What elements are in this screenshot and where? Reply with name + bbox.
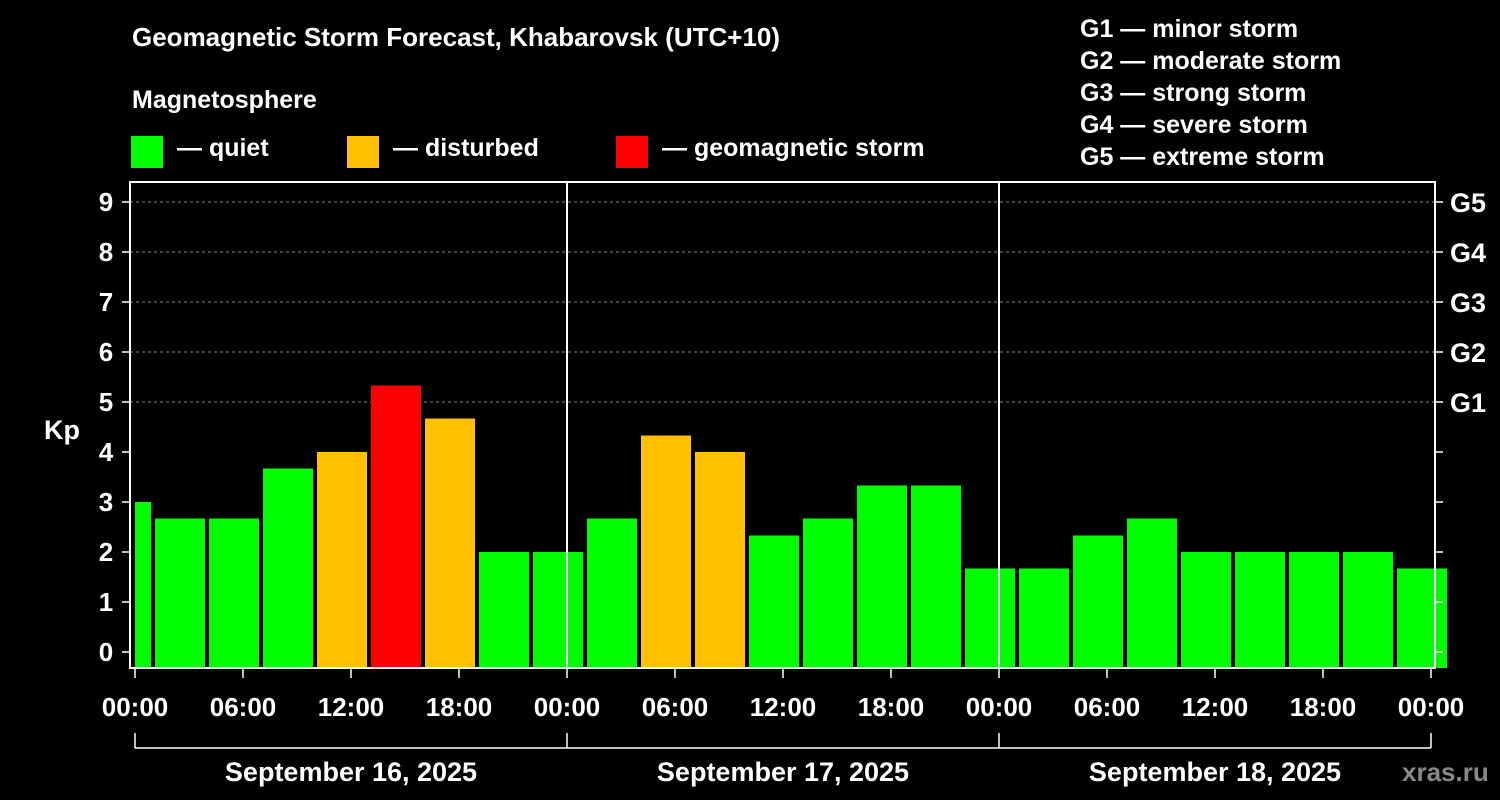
bar-10 [641,435,691,668]
g-scale-label-g5: G5 [1450,188,1486,218]
x-tick-label-8: 00:00 [966,692,1033,722]
bar-3 [263,468,313,668]
bar-2 [209,518,259,668]
bar-6 [425,418,475,668]
x-tick-label-2: 12:00 [318,692,385,722]
x-tick-label-10: 12:00 [1182,692,1249,722]
storm-scale-g4: G4 — severe storm [1080,111,1308,139]
x-tick-label-4: 00:00 [534,692,601,722]
magnetosphere-label: Magnetosphere [132,86,317,114]
g-scale-label-g2: G2 [1450,338,1486,368]
x-tick-label-0: 00:00 [102,692,169,722]
x-tick-label-3: 18:00 [426,692,493,722]
bar-1 [155,518,205,668]
storm-scale-g5: G5 — extreme storm [1080,143,1325,171]
day-label-2: September 18, 2025 [1089,757,1341,787]
bar-11 [695,452,745,668]
legend-label-quiet: — quiet [177,134,269,162]
y-tick-label-2: 2 [99,537,113,567]
y-axis-label: Kp [44,415,80,445]
y-tick-label-5: 5 [99,387,113,417]
bar-13 [803,518,853,668]
storm-scale-g1: G1 — minor storm [1080,15,1299,43]
legend-label-storm: — geomagnetic storm [662,134,925,162]
x-tick-label-11: 18:00 [1290,692,1357,722]
y-tick-label-4: 4 [99,437,114,467]
x-tick-label-7: 18:00 [858,692,925,722]
day-label-1: September 17, 2025 [657,757,909,787]
bar-23 [1343,552,1393,668]
x-tick-label-9: 06:00 [1074,692,1141,722]
bar-5 [371,385,421,668]
bar-7 [479,552,529,668]
x-tick-label-5: 06:00 [642,692,709,722]
bar-14 [857,485,907,668]
bar-0 [135,502,151,668]
y-tick-label-3: 3 [99,487,113,517]
g-scale-label-g4: G4 [1450,238,1486,268]
x-tick-label-6: 12:00 [750,692,817,722]
bar-17 [1019,568,1069,668]
bar-8 [533,552,583,668]
y-tick-label-6: 6 [99,337,113,367]
bar-20 [1181,552,1231,668]
bar-12 [749,535,799,668]
y-tick-label-1: 1 [99,587,113,617]
y-tick-label-9: 9 [99,187,113,217]
bar-4 [317,452,367,668]
bar-19 [1127,518,1177,668]
legend-swatch-disturbed [347,136,379,168]
bar-21 [1235,552,1285,668]
x-tick-label-1: 06:00 [210,692,277,722]
legend-label-disturbed: — disturbed [393,134,539,162]
watermark: xras.ru [1402,757,1489,787]
x-tick-label-12: 00:00 [1398,692,1465,722]
storm-scale-legend: G1 — minor storm G2 — moderate storm G3 … [1080,14,1341,174]
bar-9 [587,518,637,668]
legend-swatch-quiet [131,136,163,168]
bar-24 [1397,568,1447,668]
bar-16 [965,568,1015,668]
g-scale-label-g3: G3 [1450,288,1486,318]
bar-18 [1073,535,1123,668]
chart-title: Geomagnetic Storm Forecast, Khabarovsk (… [132,22,781,52]
g-scale-label-g1: G1 [1450,388,1486,418]
day-label-0: September 16, 2025 [225,757,477,787]
y-tick-label-0: 0 [99,637,113,667]
y-tick-label-7: 7 [99,287,113,317]
legend-swatch-storm [616,136,648,168]
y-tick-label-8: 8 [99,237,113,267]
storm-scale-g3: G3 — strong storm [1080,79,1307,107]
storm-scale-g2: G2 — moderate storm [1080,47,1342,75]
bar-22 [1289,552,1339,668]
bar-15 [911,485,961,668]
